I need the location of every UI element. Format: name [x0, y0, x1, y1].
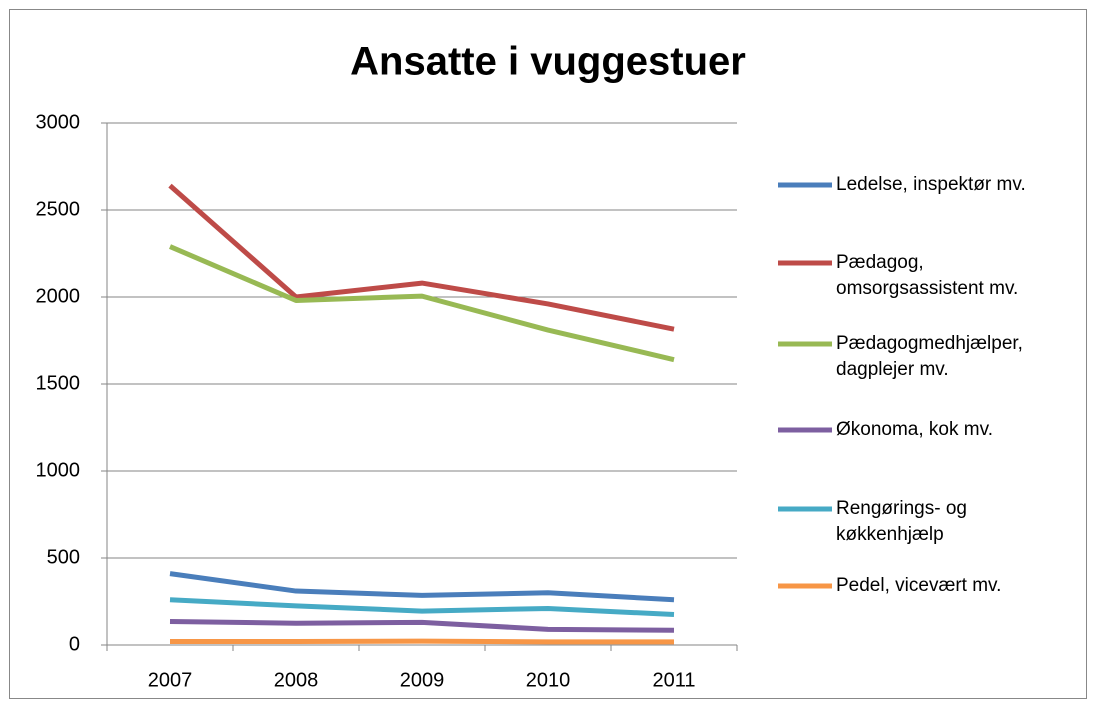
series-line [169, 619, 675, 633]
y-tick-label: 2500 [36, 198, 81, 220]
x-tick-label: 2008 [274, 669, 319, 691]
series-line [169, 244, 675, 363]
y-tick-label: 500 [47, 546, 80, 568]
x-tick-label: 2009 [400, 669, 445, 691]
legend-label: Pædagogmedhjælper, dagplejer mv. [836, 333, 1023, 380]
legend-label: Rengørings- og køkkenhjælp [836, 498, 967, 545]
y-tick-label: 1500 [36, 372, 81, 394]
x-tick-label: 2007 [148, 669, 193, 691]
series-line [168, 183, 675, 332]
y-tick-label: 3000 [36, 111, 81, 133]
y-tick-label: 1000 [36, 459, 81, 481]
series-line [170, 638, 674, 645]
series-line [169, 571, 675, 603]
chart-border [9, 9, 1087, 699]
y-tick-label: 2000 [36, 285, 81, 307]
legend-label: Økonoma, kok mv. [836, 419, 993, 440]
y-tick-label: 0 [69, 633, 80, 655]
x-tick-label: 2011 [652, 669, 695, 691]
chart-title: Ansatte i vuggestuer [350, 40, 746, 84]
series-line [169, 597, 675, 618]
legend-label: Ledelse, inspektør mv. [836, 174, 1026, 195]
legend-label: Pædagog, omsorgsassistent mv. [836, 252, 1019, 299]
legend-label: Pedel, vicevært mv. [836, 575, 1002, 596]
x-tick-label: 2010 [526, 669, 571, 691]
